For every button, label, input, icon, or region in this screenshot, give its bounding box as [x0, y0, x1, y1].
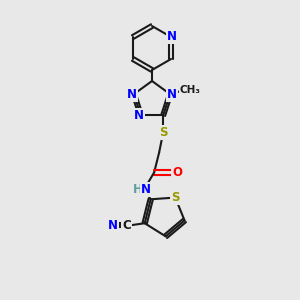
Text: H: H	[133, 183, 143, 196]
Text: S: S	[159, 126, 167, 139]
Text: N: N	[108, 219, 118, 232]
Text: O: O	[172, 166, 182, 179]
Text: N: N	[134, 109, 144, 122]
Text: C: C	[122, 219, 131, 232]
Text: N: N	[167, 88, 177, 100]
Text: N: N	[127, 88, 137, 100]
Text: S: S	[171, 191, 179, 204]
Text: CH₃: CH₃	[180, 85, 201, 95]
Text: N: N	[141, 183, 151, 196]
Text: N: N	[167, 31, 177, 44]
